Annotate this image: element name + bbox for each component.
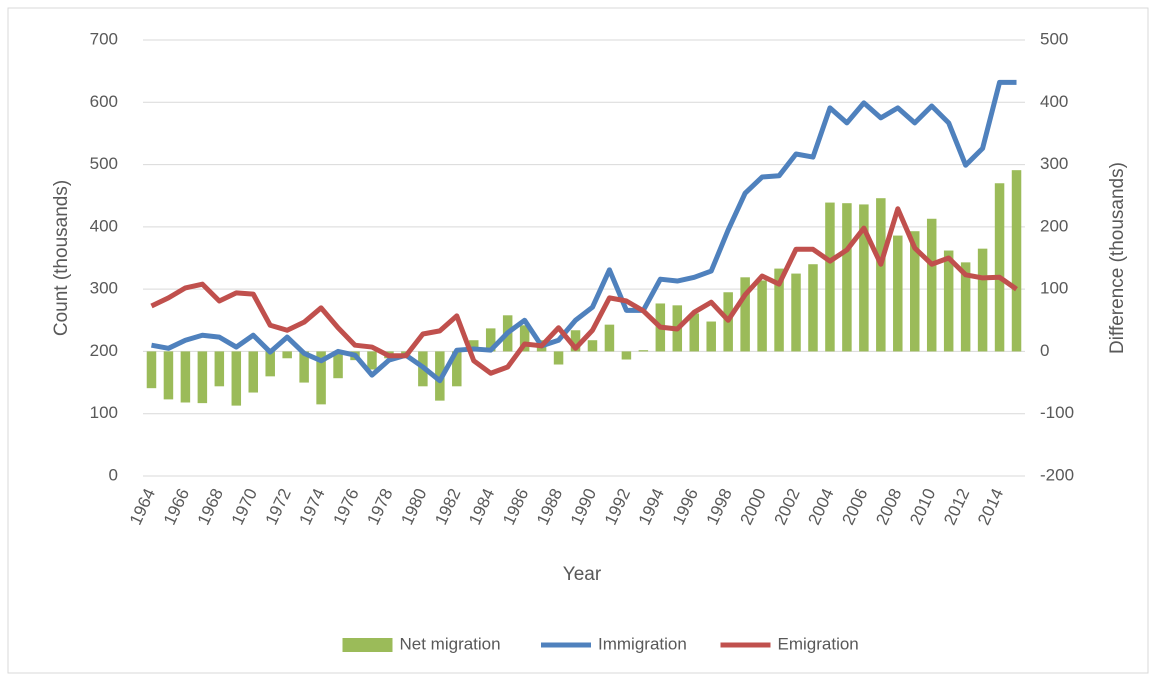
bar [604,324,615,352]
y-tick-label: 500 [90,154,118,173]
legend-swatch [342,638,393,652]
bar [893,235,903,352]
y-tick-label: 400 [90,216,118,235]
y2-tick-label: -100 [1040,403,1074,422]
y2-tick-label: 500 [1040,29,1068,48]
y2-tick-label: 200 [1040,216,1068,235]
bar [265,351,275,377]
y-tick-label: 100 [90,403,118,422]
bar [774,268,784,352]
y2-tick-label: 300 [1040,154,1068,173]
bar [926,218,937,352]
bar [282,351,292,359]
bar [231,351,242,406]
bar [248,351,258,393]
bar [333,351,343,379]
bar [469,340,479,352]
bar [1011,170,1022,352]
line [150,206,1018,376]
y2-axis-title: Difference (thousands) [1107,162,1128,354]
bar [214,351,225,387]
bar [367,351,377,370]
bar [943,250,954,352]
y-tick-label: 600 [90,92,118,111]
x-axis-title: Year [563,564,602,585]
bar [485,328,496,352]
legend-label: Emigration [778,634,859,653]
bar [452,351,462,387]
bar [994,183,1005,352]
y2-tick-label: -200 [1040,465,1074,484]
bar [621,351,632,360]
bar [960,262,971,352]
bar [791,273,801,352]
bar [570,330,581,352]
bar [180,351,191,403]
y-tick-label: 200 [90,341,118,360]
bar [910,231,920,352]
y-axis-title: Count (thousands) [51,180,72,336]
bar [163,351,174,400]
bar [519,325,530,352]
line [151,79,1017,384]
bar [706,321,716,352]
bar [825,202,835,352]
bar [146,351,157,389]
y2-tick-label: 400 [1040,92,1068,111]
bar [553,351,564,365]
bar [757,280,767,352]
y-tick-label: 0 [109,465,118,484]
bar [299,351,309,383]
bar [876,198,886,352]
y-tick-label: 700 [90,29,118,48]
bar [808,264,818,352]
bar [316,351,326,405]
bar [197,351,208,404]
bar [638,350,649,352]
bar [842,203,852,352]
legend-label: Immigration [598,634,687,653]
bar [977,248,988,352]
y-tick-label: 300 [90,279,118,298]
legend-label: Net migration [400,634,501,653]
bar [740,277,750,352]
bar [689,313,699,352]
bar [859,204,869,352]
bar [587,340,598,352]
y2-tick-label: 100 [1040,279,1068,298]
y2-tick-label: 0 [1040,341,1049,360]
